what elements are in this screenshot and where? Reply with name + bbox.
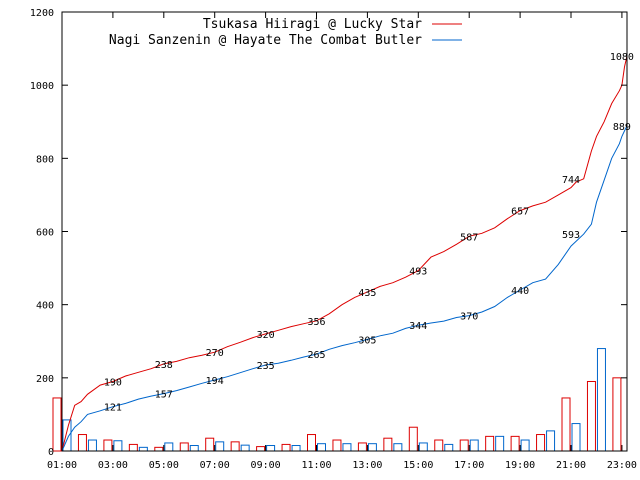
x-tick-label: 13:00 — [352, 460, 382, 471]
bar-series-0 — [586, 380, 596, 452]
data-label: 1080 — [610, 52, 634, 63]
data-label: 238 — [155, 360, 173, 371]
bar-series-1 — [418, 442, 428, 452]
bar-series-0 — [510, 435, 520, 452]
bar-series-0 — [154, 446, 164, 452]
x-tick-label: 21:00 — [556, 460, 586, 471]
data-label: 435 — [358, 288, 376, 299]
bar-series-1 — [571, 423, 581, 452]
x-tick-label: 11:00 — [301, 460, 331, 471]
data-label: 320 — [257, 330, 275, 341]
data-label: 157 — [155, 390, 173, 401]
y-tick-label: 600 — [36, 228, 54, 239]
legend-label-1: Nagi Sanzenin @ Hayate The Combat Butler — [109, 33, 422, 48]
bar-series-1 — [87, 439, 97, 452]
bar-series-0 — [77, 434, 87, 452]
x-tick-label: 01:00 — [47, 460, 77, 471]
bar-series-1 — [266, 445, 276, 452]
x-axis: 01:00 03:00 05:00 07:00 09:00 11:00 13:00 15:00… — [47, 12, 637, 471]
data-label: 593 — [562, 230, 580, 241]
bar-series-1 — [546, 430, 556, 452]
bar-series-0 — [612, 377, 622, 452]
bar-series-0 — [459, 439, 469, 452]
data-label: 440 — [511, 286, 529, 297]
data-label: 370 — [460, 312, 478, 323]
x-tick-label: 05:00 — [149, 460, 179, 471]
y-tick-label: 200 — [36, 374, 54, 385]
data-label-layer: 190 238 270 320 356 435 493 587 657 744 1080 121 157… — [104, 52, 634, 414]
x-tick-label: 17:00 — [454, 460, 484, 471]
bar-series-0 — [128, 443, 138, 452]
line-layer — [61, 55, 628, 452]
data-label: 190 — [104, 377, 122, 388]
bar-series-1 — [520, 439, 530, 452]
bar-series-1 — [495, 435, 505, 452]
bar-series-1 — [138, 446, 148, 452]
data-label: 344 — [409, 321, 427, 332]
bar-series-0 — [256, 446, 266, 452]
bar-series-0 — [536, 434, 546, 452]
data-label: 587 — [460, 232, 478, 243]
data-label: 194 — [206, 376, 224, 387]
legend-label-0: Tsukasa Hiiragi @ Lucky Star — [203, 17, 422, 32]
bar-series-0 — [307, 434, 317, 452]
bar-series-0 — [383, 437, 393, 452]
data-label: 356 — [307, 317, 325, 328]
bar-series-0 — [434, 439, 444, 452]
bar-series-0 — [52, 397, 62, 452]
data-label: 744 — [562, 175, 580, 186]
x-tick-label: 07:00 — [200, 460, 230, 471]
bar-series-1 — [113, 440, 123, 452]
y-tick-label: 1000 — [30, 81, 54, 92]
bar-series-1 — [342, 443, 352, 452]
bar-series-1 — [596, 348, 606, 452]
bar-series-0 — [357, 442, 367, 452]
x-tick-label: 15:00 — [403, 460, 433, 471]
y-tick-label: 0 — [48, 447, 54, 458]
bar-series-0 — [205, 437, 215, 452]
x-tick-label: 23:00 — [607, 460, 637, 471]
data-label: 235 — [257, 361, 275, 372]
bar-series-1 — [367, 443, 377, 452]
bar-series-0 — [408, 426, 418, 452]
bar-series-0 — [103, 439, 113, 452]
bar-series-1 — [291, 445, 301, 452]
bar-series-1 — [164, 442, 174, 452]
bar-series-1 — [189, 445, 199, 452]
data-label: 889 — [613, 122, 631, 133]
data-label: 270 — [206, 348, 224, 359]
bar-series-1 — [240, 444, 250, 452]
bar-series-1 — [444, 443, 454, 452]
data-label: 121 — [104, 403, 122, 414]
data-label: 657 — [511, 207, 529, 218]
bar-series-0 — [332, 439, 342, 452]
y-tick-label: 800 — [36, 154, 54, 165]
x-tick-label: 03:00 — [98, 460, 128, 471]
data-label: 493 — [409, 267, 427, 278]
data-label: 305 — [358, 335, 376, 346]
bar-series-0 — [230, 441, 240, 452]
x-tick-label: 19:00 — [505, 460, 535, 471]
bar-series-0 — [485, 435, 495, 452]
bar-series-0 — [561, 397, 571, 452]
x-tick-label: 09:00 — [251, 460, 281, 471]
data-label: 265 — [307, 350, 325, 361]
line-series-0 — [61, 55, 628, 452]
bar-series-1 — [215, 441, 225, 452]
y-axis: 0 200 400 600 800 1000 1200 — [30, 8, 627, 458]
line-series-1 — [61, 125, 628, 452]
bar-series-1 — [317, 443, 327, 452]
plot-frame — [61, 11, 628, 452]
y-tick-label: 400 — [36, 301, 54, 312]
bar-series-1 — [469, 439, 479, 452]
bar-series-0 — [281, 443, 291, 452]
bar-series-0 — [179, 442, 189, 452]
bar-layer — [52, 348, 622, 452]
bar-series-1 — [393, 443, 403, 452]
y-tick-label: 1200 — [30, 8, 54, 19]
